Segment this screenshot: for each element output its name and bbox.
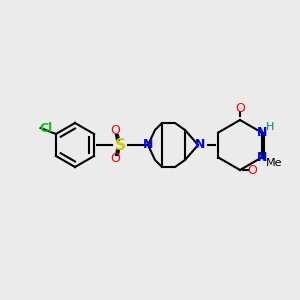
Text: N: N bbox=[195, 139, 205, 152]
Text: O: O bbox=[110, 152, 120, 166]
Text: O: O bbox=[110, 124, 120, 137]
Text: Cl: Cl bbox=[39, 122, 52, 134]
Text: Me: Me bbox=[266, 158, 282, 167]
Text: O: O bbox=[247, 164, 257, 176]
Text: N: N bbox=[256, 151, 267, 164]
Text: O: O bbox=[235, 101, 245, 115]
Text: H: H bbox=[266, 122, 274, 133]
Text: N: N bbox=[256, 126, 267, 139]
Text: S: S bbox=[115, 137, 125, 152]
Text: N: N bbox=[143, 139, 153, 152]
